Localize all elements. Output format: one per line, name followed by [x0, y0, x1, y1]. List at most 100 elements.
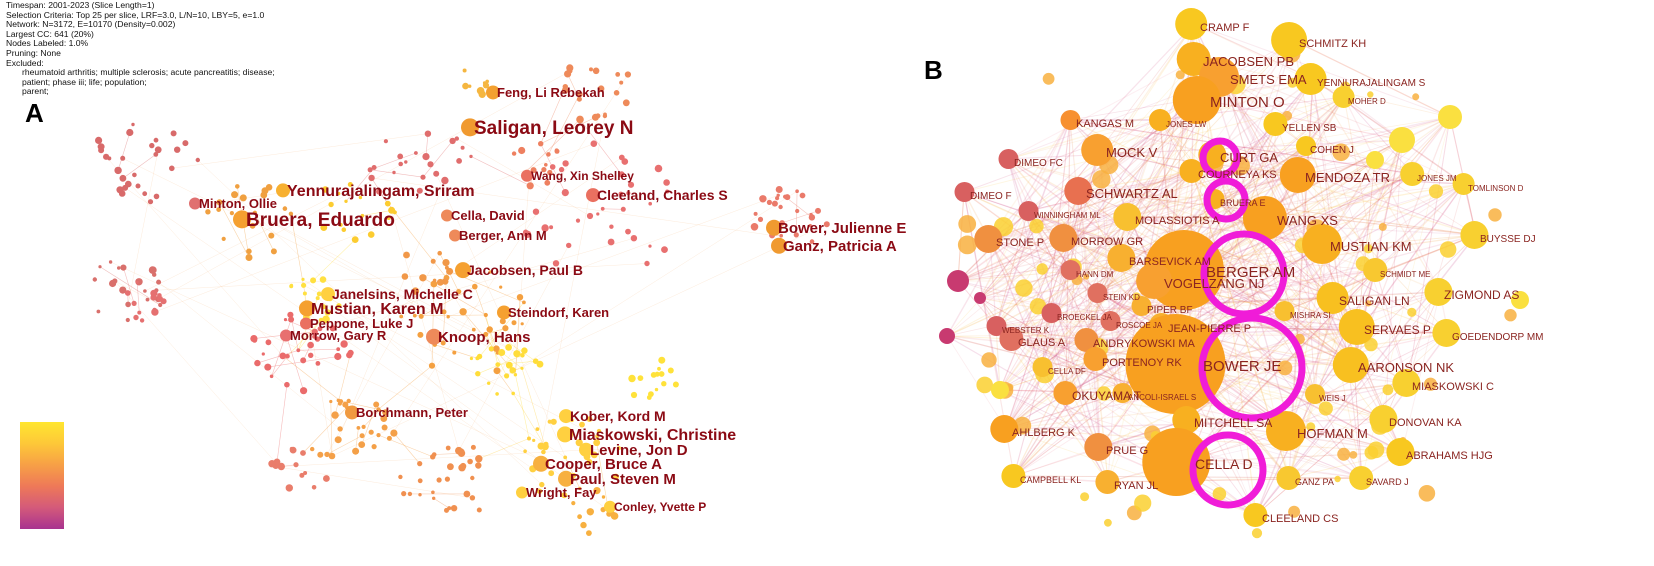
- cited-author-label: PRUE G: [1106, 445, 1148, 457]
- cited-author-label: COHEN J: [1310, 145, 1354, 156]
- author-node: [318, 317, 324, 323]
- author-label: Feng, Li Rebekah: [497, 85, 605, 100]
- author-node: [750, 223, 759, 231]
- author-label: Knoop, Hans: [438, 329, 531, 346]
- author-node: [337, 426, 343, 432]
- author-node: [288, 211, 294, 216]
- author-label: Steindorf, Karen: [508, 305, 609, 320]
- cocitation-link: [979, 99, 1205, 299]
- author-node: [541, 443, 549, 451]
- labeled-author-node: [233, 210, 251, 229]
- network-link: [370, 152, 417, 171]
- cited-author-label: SCHMITZ KH: [1299, 38, 1366, 50]
- author-node: [505, 344, 512, 351]
- cited-author-node: [1400, 162, 1425, 186]
- author-node: [120, 264, 127, 271]
- cocitation-link: [989, 170, 1193, 240]
- author-node: [268, 460, 276, 468]
- author-node: [444, 265, 449, 270]
- author-node: [578, 486, 582, 491]
- author-label: Paul, Steven M: [570, 471, 676, 488]
- author-node: [823, 221, 830, 228]
- network-link: [371, 177, 773, 236]
- cited-node: [1423, 377, 1438, 391]
- author-node: [399, 314, 404, 319]
- cited-node: [1438, 105, 1462, 129]
- cocitation-link: [1161, 324, 1449, 334]
- author-node: [239, 194, 247, 202]
- cited-author-label: GANZ PA: [1295, 477, 1334, 487]
- author-node: [125, 301, 131, 308]
- cocitation-link: [999, 216, 1130, 391]
- author-node: [456, 289, 462, 295]
- cited-author-label: CLEELAND CS: [1262, 513, 1338, 525]
- cited-author-node: [1432, 319, 1461, 347]
- author-node: [386, 215, 392, 220]
- cited-author-label: ROSCOE JA: [1116, 321, 1163, 330]
- cited-node: [1080, 492, 1090, 502]
- author-node: [334, 352, 342, 361]
- author-node: [628, 374, 636, 383]
- author-node: [149, 142, 155, 149]
- cocitation-link: [1050, 216, 1130, 314]
- author-node: [661, 246, 668, 254]
- author-node: [487, 381, 491, 385]
- network-link: [796, 191, 798, 235]
- author-node: [311, 328, 318, 335]
- author-node: [420, 174, 426, 180]
- cited-author-label: STONE P: [996, 237, 1044, 249]
- author-node: [98, 265, 102, 269]
- cocitation-link: [1099, 149, 1193, 172]
- author-node: [322, 315, 330, 324]
- cocitation-link: [1312, 78, 1363, 479]
- cited-node: [1365, 300, 1372, 307]
- network-link: [540, 115, 606, 447]
- author-label: Miaskowski, Christine: [569, 427, 736, 444]
- author-node: [541, 449, 546, 455]
- cocitation-link: [995, 325, 1001, 391]
- network-link: [319, 237, 634, 330]
- author-node: [428, 362, 436, 369]
- cocitation-link: [1096, 145, 1307, 294]
- cited-author-node: [1060, 110, 1081, 130]
- author-node: [522, 300, 526, 305]
- author-label: Morrow, Gary R: [290, 328, 387, 343]
- cocitation-link: [957, 191, 965, 282]
- author-node: [548, 470, 555, 477]
- cocitation-link: [1069, 123, 1277, 271]
- author-node: [520, 353, 525, 358]
- cocitation-link: [1314, 243, 1327, 395]
- author-node: [590, 140, 598, 147]
- author-node: [414, 151, 418, 155]
- cited-author-label: MORROW GR: [1071, 236, 1143, 248]
- network-link: [298, 348, 339, 351]
- author-node: [532, 208, 540, 215]
- author-node: [182, 140, 189, 147]
- cocitation-link: [1099, 149, 1193, 172]
- author-node: [808, 214, 816, 221]
- author-node: [316, 291, 322, 297]
- author-node: [536, 488, 543, 494]
- author-node: [300, 387, 308, 395]
- author-label: Jacobsen, Paul B: [467, 262, 583, 278]
- cocitation-link: [1065, 119, 1071, 394]
- author-node: [779, 233, 783, 238]
- cocitation-link: [963, 191, 1292, 432]
- author-node: [630, 235, 638, 242]
- author-node: [799, 192, 806, 199]
- cocitation-link: [1041, 366, 1109, 483]
- author-node: [96, 309, 101, 314]
- cocitation-link: [1086, 326, 1361, 341]
- author-node: [561, 189, 569, 197]
- author-node: [331, 411, 339, 419]
- author-node: [441, 309, 447, 315]
- author-node: [470, 444, 476, 450]
- author-node: [575, 218, 581, 223]
- cited-node: [1418, 485, 1436, 502]
- author-node: [536, 360, 544, 368]
- cited-author-label: BUYSSE DJ: [1480, 234, 1536, 245]
- author-node: [485, 79, 490, 84]
- year-color-legend: [20, 422, 64, 529]
- author-node: [340, 340, 348, 348]
- cited-author-label: YELLEN SB: [1282, 123, 1337, 134]
